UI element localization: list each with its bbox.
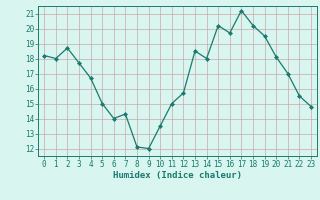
- X-axis label: Humidex (Indice chaleur): Humidex (Indice chaleur): [113, 171, 242, 180]
